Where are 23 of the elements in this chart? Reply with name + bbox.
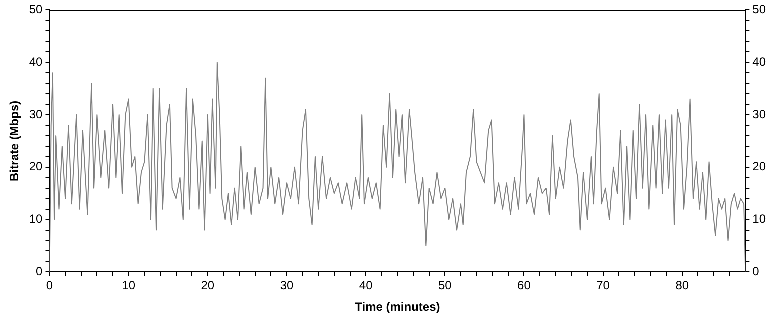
x-tick-label: 0 xyxy=(46,278,54,293)
x-tick-label: 20 xyxy=(201,278,215,293)
x-tick-label: 10 xyxy=(122,278,136,293)
y-tick-label: 20 xyxy=(29,160,44,174)
x-tick-label: 80 xyxy=(676,278,690,293)
y-axis-title: Bitrate (Mbps) xyxy=(8,100,22,182)
y-tick-label: 50 xyxy=(29,2,44,17)
y2-tick-label: 30 xyxy=(752,107,766,122)
x-axis-title: Time (minutes) xyxy=(355,300,440,314)
y2-tick-label: 10 xyxy=(752,212,766,226)
x-tick-label: 30 xyxy=(280,278,294,293)
y2-tick-label: 50 xyxy=(752,2,766,17)
x-tick-label: 70 xyxy=(596,278,610,293)
y2-tick-label: 20 xyxy=(752,160,766,174)
x-tick-label: 50 xyxy=(438,278,452,293)
y2-tick-label: 40 xyxy=(752,54,766,69)
x-tick-label: 60 xyxy=(518,278,532,293)
x-tick-label: 40 xyxy=(359,278,374,293)
y2-tick-label: 0 xyxy=(752,264,760,279)
y-tick-label: 0 xyxy=(36,264,44,279)
y-tick-label: 10 xyxy=(29,212,44,226)
y-tick-label: 30 xyxy=(29,107,44,122)
y-tick-label: 40 xyxy=(29,54,44,69)
